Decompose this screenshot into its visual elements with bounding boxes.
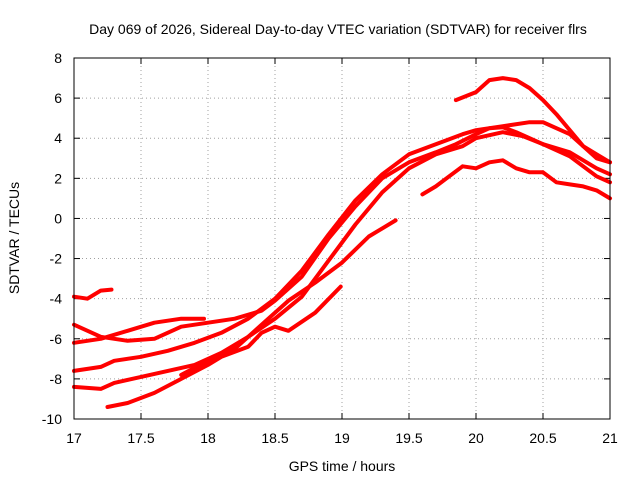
plot-frame	[73, 57, 611, 420]
grid	[74, 58, 610, 419]
chart-title: Day 069 of 2026, Sidereal Day-to-day VTE…	[89, 21, 587, 37]
y-tick-label: -10	[42, 411, 62, 427]
series-track-3	[72, 316, 206, 345]
y-tick-label: 8	[54, 50, 62, 66]
x-tick-label: 21	[602, 430, 618, 446]
series-track-8	[420, 158, 612, 201]
y-tick-label: 0	[54, 210, 62, 226]
y-tick-label: 4	[54, 130, 62, 146]
y-tick-label: -8	[50, 371, 63, 387]
x-tick-label: 18	[200, 430, 216, 446]
data-series	[72, 76, 612, 409]
series-track-1	[72, 287, 114, 301]
y-tick-label: -4	[50, 291, 63, 307]
x-axis-label: GPS time / hours	[289, 458, 396, 474]
y-tick-label: 6	[54, 90, 62, 106]
x-tick-label: 18.5	[261, 430, 288, 446]
series-track-4	[72, 120, 612, 373]
y-tick-label: -6	[50, 331, 63, 347]
x-tick-label: 19.5	[395, 430, 422, 446]
series-track-9	[453, 76, 612, 165]
y-tick-label: -2	[50, 251, 63, 267]
y-tick-label: 2	[54, 170, 62, 186]
series-track-6	[105, 284, 343, 409]
x-tick-label: 20.5	[529, 430, 556, 446]
series-track-7	[179, 218, 398, 377]
x-tick-label: 19	[334, 430, 350, 446]
y-axis-label: SDTVAR / TECUs	[6, 182, 22, 294]
x-tick-label: 17	[66, 430, 82, 446]
series-track-5	[72, 130, 612, 391]
axis-ticks: 17 17.5 18 18.5 19 19.5 20 20.5 21 -10 -8 -6 -4 -2 0 2 4…	[42, 50, 618, 446]
x-tick-label: 17.5	[127, 430, 154, 446]
x-tick-label: 20	[468, 430, 484, 446]
